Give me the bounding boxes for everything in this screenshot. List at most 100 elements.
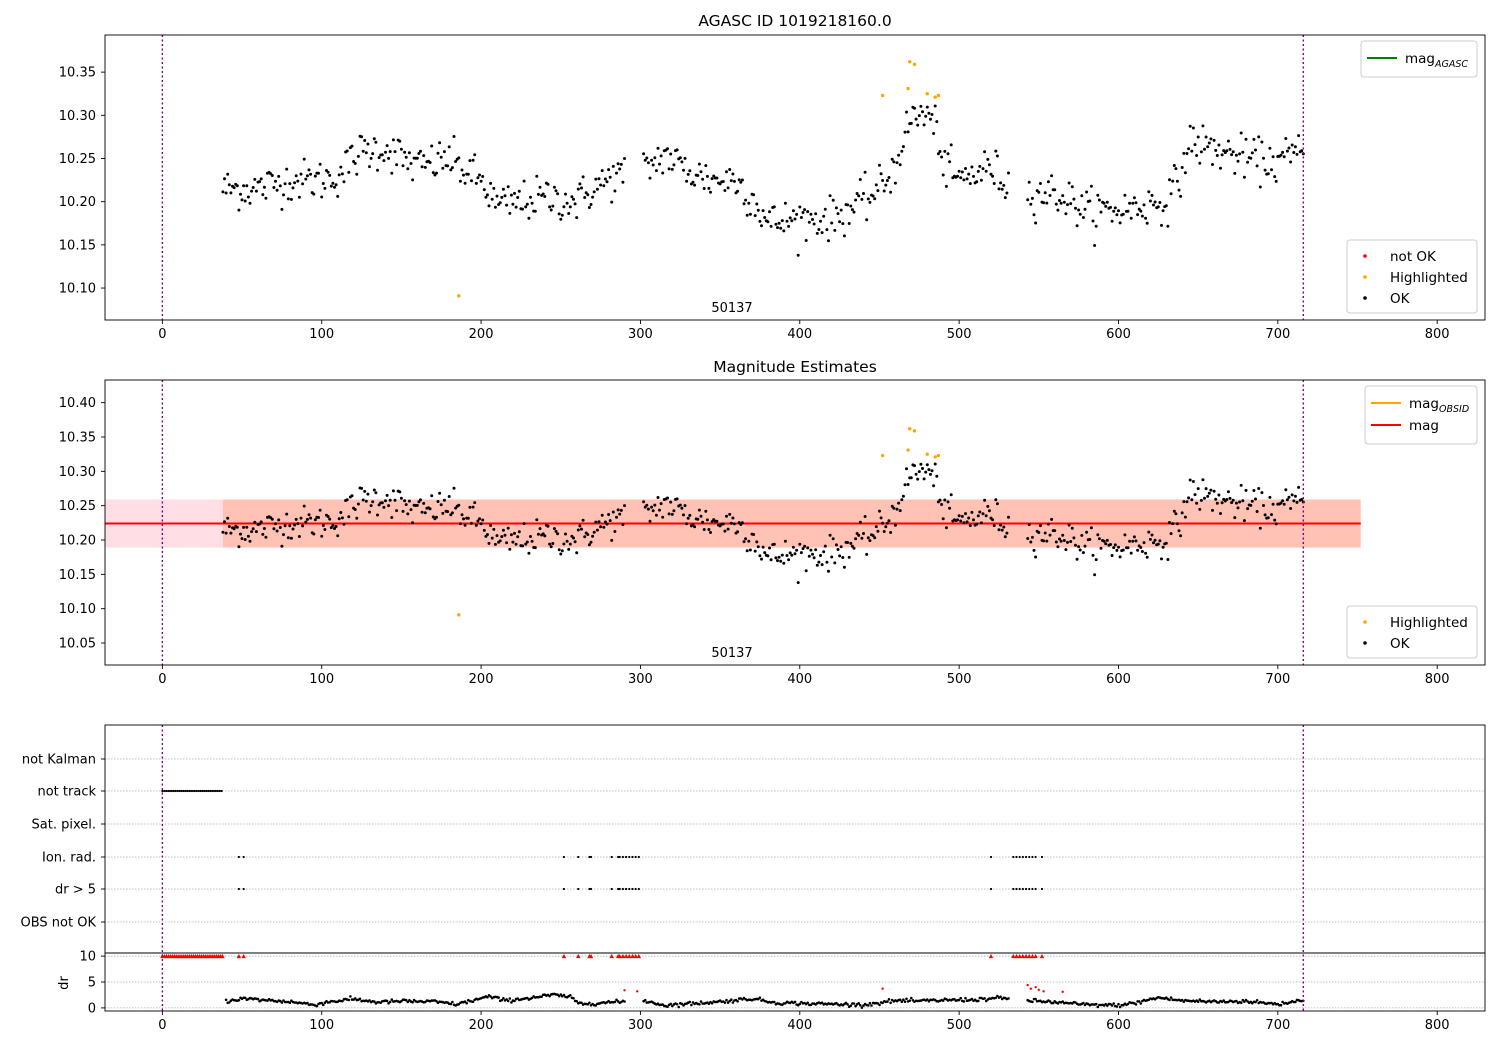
ok-point bbox=[1268, 146, 1272, 150]
ok-point bbox=[1263, 513, 1267, 517]
flag-point bbox=[205, 789, 208, 793]
dr-point bbox=[957, 998, 961, 1002]
dr-point bbox=[1034, 997, 1037, 1001]
ok-point bbox=[450, 166, 454, 170]
ok-point bbox=[822, 214, 826, 218]
ok-point bbox=[691, 523, 695, 527]
ok-point bbox=[670, 512, 674, 516]
ok-point bbox=[1105, 200, 1109, 204]
ok-point bbox=[363, 139, 367, 142]
ok-point bbox=[372, 488, 376, 492]
ok-point bbox=[1153, 200, 1157, 204]
dr-point bbox=[910, 996, 913, 1000]
ok-point bbox=[232, 186, 236, 190]
ok-point bbox=[783, 539, 787, 543]
ok-point bbox=[672, 163, 676, 167]
ok-point bbox=[430, 494, 434, 498]
ok-point bbox=[1144, 216, 1148, 220]
ok-point bbox=[369, 156, 373, 160]
flag-point bbox=[210, 789, 214, 793]
dr-point bbox=[256, 997, 260, 1001]
ok-point bbox=[243, 199, 247, 203]
dr-point bbox=[1106, 1004, 1109, 1007]
magnitude-estimates-title: Magnitude Estimates bbox=[713, 358, 877, 376]
ok-point bbox=[567, 212, 571, 215]
dr-point bbox=[322, 1003, 325, 1007]
ok-point bbox=[1115, 213, 1119, 217]
ok-point bbox=[857, 194, 861, 198]
ok-point bbox=[567, 547, 571, 551]
ok-point bbox=[858, 520, 862, 524]
ok-point bbox=[755, 540, 759, 544]
ok-point bbox=[836, 212, 840, 216]
ok-point bbox=[237, 208, 241, 212]
ok-point bbox=[726, 186, 730, 190]
ok-point bbox=[1152, 541, 1155, 545]
flag-point bbox=[1028, 887, 1031, 891]
ok-point bbox=[1099, 210, 1103, 214]
ok-point bbox=[557, 212, 561, 216]
highlighted-point bbox=[933, 455, 937, 459]
ok-point bbox=[564, 192, 567, 196]
ok-point bbox=[398, 490, 402, 494]
dr-point bbox=[513, 999, 516, 1003]
ok-point bbox=[927, 468, 931, 472]
ok-point bbox=[986, 504, 990, 508]
ok-point bbox=[863, 515, 867, 518]
ok-point bbox=[376, 513, 379, 517]
highlighted-point bbox=[925, 452, 929, 456]
ok-point bbox=[1134, 201, 1138, 205]
ok-point bbox=[297, 195, 301, 199]
ok-point bbox=[586, 533, 590, 536]
ok-point bbox=[242, 525, 246, 529]
ok-point bbox=[438, 141, 442, 145]
ok-point bbox=[1050, 517, 1054, 521]
ok-point bbox=[1293, 494, 1297, 498]
ok-point bbox=[621, 523, 625, 527]
ok-point bbox=[529, 195, 532, 199]
ok-point bbox=[838, 554, 842, 558]
dr-point bbox=[862, 1004, 865, 1007]
ok-point bbox=[836, 548, 840, 551]
ok-point bbox=[656, 496, 660, 499]
ok-point bbox=[406, 512, 410, 516]
ok-point bbox=[968, 524, 972, 528]
ok-point bbox=[740, 178, 744, 182]
ok-point bbox=[874, 183, 878, 187]
ok-point bbox=[227, 183, 231, 187]
ok-point bbox=[1032, 213, 1036, 217]
ok-point bbox=[1093, 573, 1097, 577]
ok-point bbox=[901, 494, 905, 498]
flag-point bbox=[195, 789, 198, 793]
ok-point bbox=[1297, 134, 1301, 138]
ok-point bbox=[696, 174, 700, 177]
ok-point bbox=[1048, 194, 1052, 197]
ok-point bbox=[615, 515, 618, 519]
ok-point bbox=[812, 556, 816, 560]
ok-point bbox=[305, 517, 309, 521]
ok-point bbox=[970, 510, 974, 514]
ok-point bbox=[697, 162, 701, 166]
ok-point bbox=[350, 494, 354, 498]
ok-point bbox=[965, 520, 969, 524]
ok-point bbox=[312, 192, 316, 196]
ok-point bbox=[1110, 554, 1114, 557]
flag-point bbox=[631, 855, 634, 859]
ok-point bbox=[922, 123, 926, 127]
ok-point bbox=[1266, 172, 1270, 176]
ok-point bbox=[782, 229, 786, 233]
ok-point bbox=[1043, 531, 1047, 535]
ok-point bbox=[1094, 558, 1098, 562]
dr-point bbox=[669, 1002, 672, 1006]
ok-point bbox=[1075, 557, 1079, 561]
ok-point bbox=[1171, 179, 1175, 183]
ok-point bbox=[1043, 191, 1047, 195]
ok-point bbox=[250, 189, 254, 193]
ok-point bbox=[798, 205, 802, 209]
ok-point bbox=[777, 221, 781, 225]
flag-point bbox=[203, 789, 206, 793]
flag-point bbox=[624, 855, 628, 859]
ok-point bbox=[1045, 201, 1049, 205]
dr-point bbox=[390, 998, 394, 1001]
dr-point bbox=[1112, 1002, 1115, 1005]
